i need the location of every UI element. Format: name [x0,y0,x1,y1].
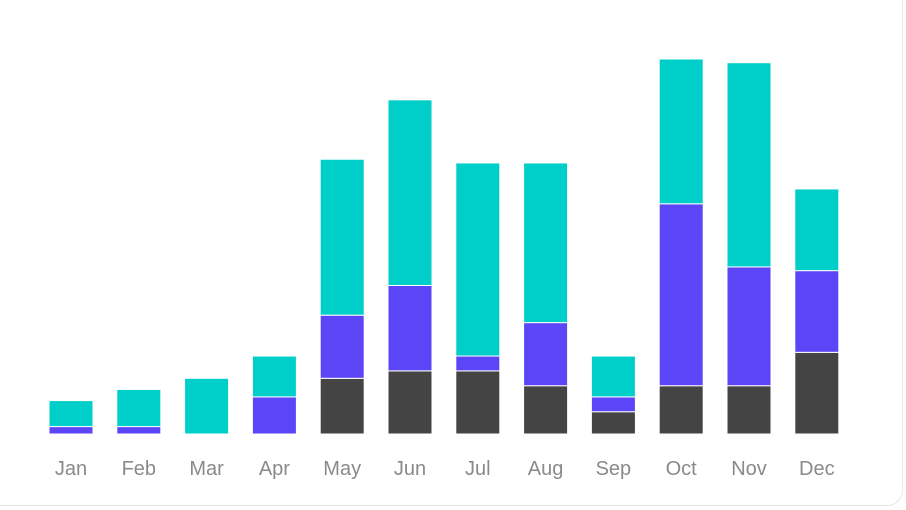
bar-dec-series-3 [794,188,840,272]
bar-nov-series-3 [726,62,772,268]
bar-dec-series-2 [794,270,840,353]
x-tick-label: May [323,458,361,480]
bar-feb-series-3 [116,388,162,428]
bar-sep-series-1 [590,411,636,435]
bar-jul-series-2 [455,355,501,372]
bar-jul-series-3 [455,162,501,357]
bar-may-series-3 [319,158,365,316]
x-tick-label: Oct [666,458,698,480]
bar-apr-series-2 [251,396,297,435]
bar-mar-series-3 [184,377,230,435]
bar-dec-series-1 [794,351,840,435]
bar-aug-series-2 [523,322,569,387]
x-tick-label: Apr [259,458,290,480]
x-tick-label: Sep [596,458,632,480]
bar-feb-series-2 [116,426,162,435]
x-tick-label: Jan [55,458,87,480]
bar-sep-series-2 [590,396,636,413]
x-tick-label: Nov [731,458,767,480]
bar-jun-series-1 [387,370,433,435]
x-tick-label: Jun [394,458,426,480]
x-tick-label: Dec [799,458,835,480]
bar-oct-series-1 [658,385,704,435]
bar-jan-series-3 [48,400,94,428]
bar-jul-series-1 [455,370,501,435]
x-tick-label: Feb [122,458,156,480]
bar-oct-series-2 [658,203,704,387]
x-tick-label: Mar [189,458,224,480]
bar-may-series-2 [319,314,365,379]
bar-jun-series-2 [387,284,433,372]
bar-aug-series-3 [523,162,569,324]
bar-nov-series-1 [726,385,772,435]
bar-nov-series-2 [726,266,772,387]
x-tick-label: Aug [528,458,564,480]
bar-jan-series-2 [48,426,94,435]
bar-jun-series-3 [387,99,433,286]
bar-sep-series-3 [590,355,636,398]
bar-may-series-1 [319,377,365,435]
bar-apr-series-3 [251,355,297,398]
bar-aug-series-1 [523,385,569,435]
bar-oct-series-3 [658,58,704,205]
x-tick-label: Jul [465,458,491,480]
